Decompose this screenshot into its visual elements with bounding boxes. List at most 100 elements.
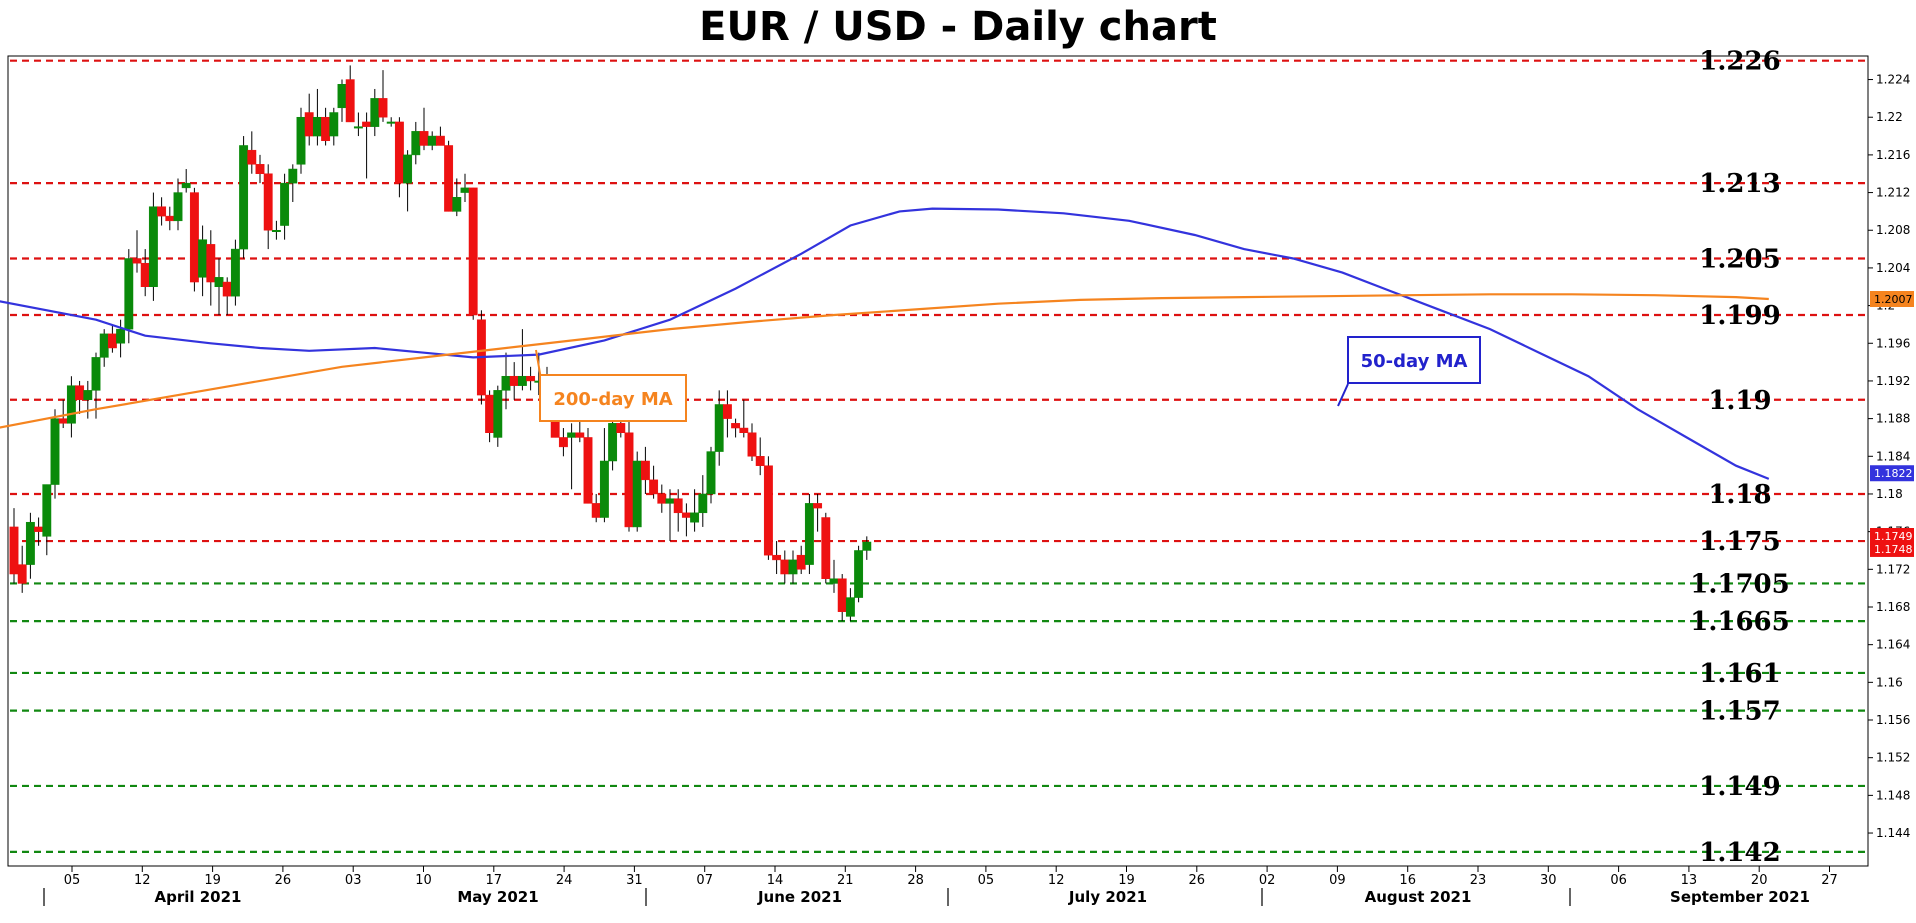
y-tick-label: 1.188 [1876, 412, 1910, 426]
y-tick-label: 1.216 [1876, 148, 1910, 162]
candle-body [280, 182, 290, 226]
candle-body [181, 182, 191, 189]
candle-body [772, 554, 782, 561]
x-tick-label: 03 [345, 873, 362, 888]
candle-body [591, 503, 601, 518]
candle-body [148, 206, 158, 288]
candle-body [58, 418, 68, 424]
candle-body [247, 149, 257, 165]
x-tick-label: 20 [1751, 873, 1768, 888]
candle-body [444, 145, 454, 212]
candle-body [271, 229, 281, 232]
candle-body [378, 98, 388, 118]
candle-body [140, 262, 150, 288]
candle-body [788, 559, 798, 575]
candle-body [239, 145, 249, 250]
candle-body [386, 121, 396, 124]
x-tick-label: 06 [1610, 873, 1627, 888]
candle-body [116, 328, 126, 344]
ma200-line [0, 293, 1769, 429]
level-label: 1.18 [1708, 480, 1771, 510]
month-label: June 2021 [757, 888, 842, 906]
candle-body [329, 112, 339, 137]
price-tag-label: 1.1749 [1874, 530, 1913, 543]
level-label: 1.142 [1699, 838, 1780, 868]
level-label: 1.226 [1699, 47, 1780, 77]
plot-area-border [7, 55, 1869, 867]
candle-body [165, 215, 175, 222]
candle-body [673, 498, 683, 514]
level-label: 1.213 [1699, 169, 1780, 199]
candle-body [575, 432, 585, 438]
level-label: 1.1705 [1690, 569, 1790, 599]
price-tag-label: 1.1822 [1874, 467, 1913, 480]
x-tick-label: 24 [556, 873, 573, 888]
candle-body [747, 432, 757, 457]
level-label: 1.1665 [1690, 607, 1790, 637]
level-label: 1.175 [1699, 527, 1780, 557]
candle-body [263, 173, 273, 231]
price-tag [1870, 540, 1914, 557]
candle-body [75, 385, 85, 401]
candle-body [813, 503, 823, 509]
price-tag [1870, 465, 1914, 482]
y-tick-label: 1.16 [1876, 675, 1903, 689]
candle-body [665, 498, 675, 504]
candle-body [345, 79, 355, 123]
candle-body [681, 512, 691, 518]
candle-body [99, 333, 109, 358]
ma50-callout-pointer [1337, 383, 1349, 407]
level-label: 1.157 [1699, 697, 1780, 727]
candle-body [435, 135, 445, 146]
x-tick-label: 28 [907, 873, 924, 888]
candle-body [206, 244, 216, 283]
x-tick-label: 23 [1470, 873, 1487, 888]
candle-body [296, 116, 306, 165]
y-tick-label: 1.172 [1876, 562, 1910, 576]
candle-body [42, 484, 52, 537]
candle-body [312, 116, 322, 137]
candle-body [624, 432, 634, 528]
candle-body [321, 116, 331, 142]
candle-body [362, 121, 372, 127]
candle-body [66, 385, 76, 424]
candle-body [862, 541, 872, 551]
candle-body [132, 258, 142, 264]
price-tag [1870, 291, 1914, 307]
candle-body [796, 554, 806, 570]
x-tick-label: 26 [1189, 873, 1206, 888]
level-label: 1.19 [1708, 386, 1771, 416]
candle-body [255, 164, 265, 174]
candle-body [558, 437, 568, 448]
x-tick-label: 16 [1399, 873, 1416, 888]
candle-body [509, 375, 519, 386]
candle-body [353, 126, 363, 129]
x-tick-label: 05 [978, 873, 995, 888]
month-label: August 2021 [1365, 888, 1472, 906]
candle-body [845, 597, 855, 617]
ma50-callout-label: 50-day MA [1361, 351, 1468, 372]
month-label: September 2021 [1670, 888, 1810, 906]
ma50-callout-box [1347, 336, 1481, 384]
candle-body [739, 427, 749, 433]
month-label: July 2021 [1068, 888, 1147, 906]
y-tick-label: 1.144 [1876, 826, 1910, 840]
candle-body [198, 239, 208, 278]
candle-body [214, 277, 224, 288]
x-tick-label: 14 [767, 873, 784, 888]
candle-body [460, 187, 470, 193]
x-tick-label: 19 [1118, 873, 1135, 888]
candle-body [493, 390, 503, 438]
y-tick-label: 1.18 [1876, 487, 1903, 501]
candle-body [230, 248, 240, 297]
y-tick-label: 1.22 [1876, 110, 1903, 124]
level-label: 1.149 [1699, 772, 1780, 802]
candle-body [403, 154, 413, 184]
candle-body [419, 131, 429, 146]
candle-body [83, 390, 93, 401]
level-label: 1.199 [1699, 301, 1780, 331]
x-tick-label: 13 [1681, 873, 1698, 888]
candle-body [722, 404, 732, 419]
candle-body [649, 479, 659, 495]
price-tag-label: 1.1748 [1874, 543, 1913, 556]
